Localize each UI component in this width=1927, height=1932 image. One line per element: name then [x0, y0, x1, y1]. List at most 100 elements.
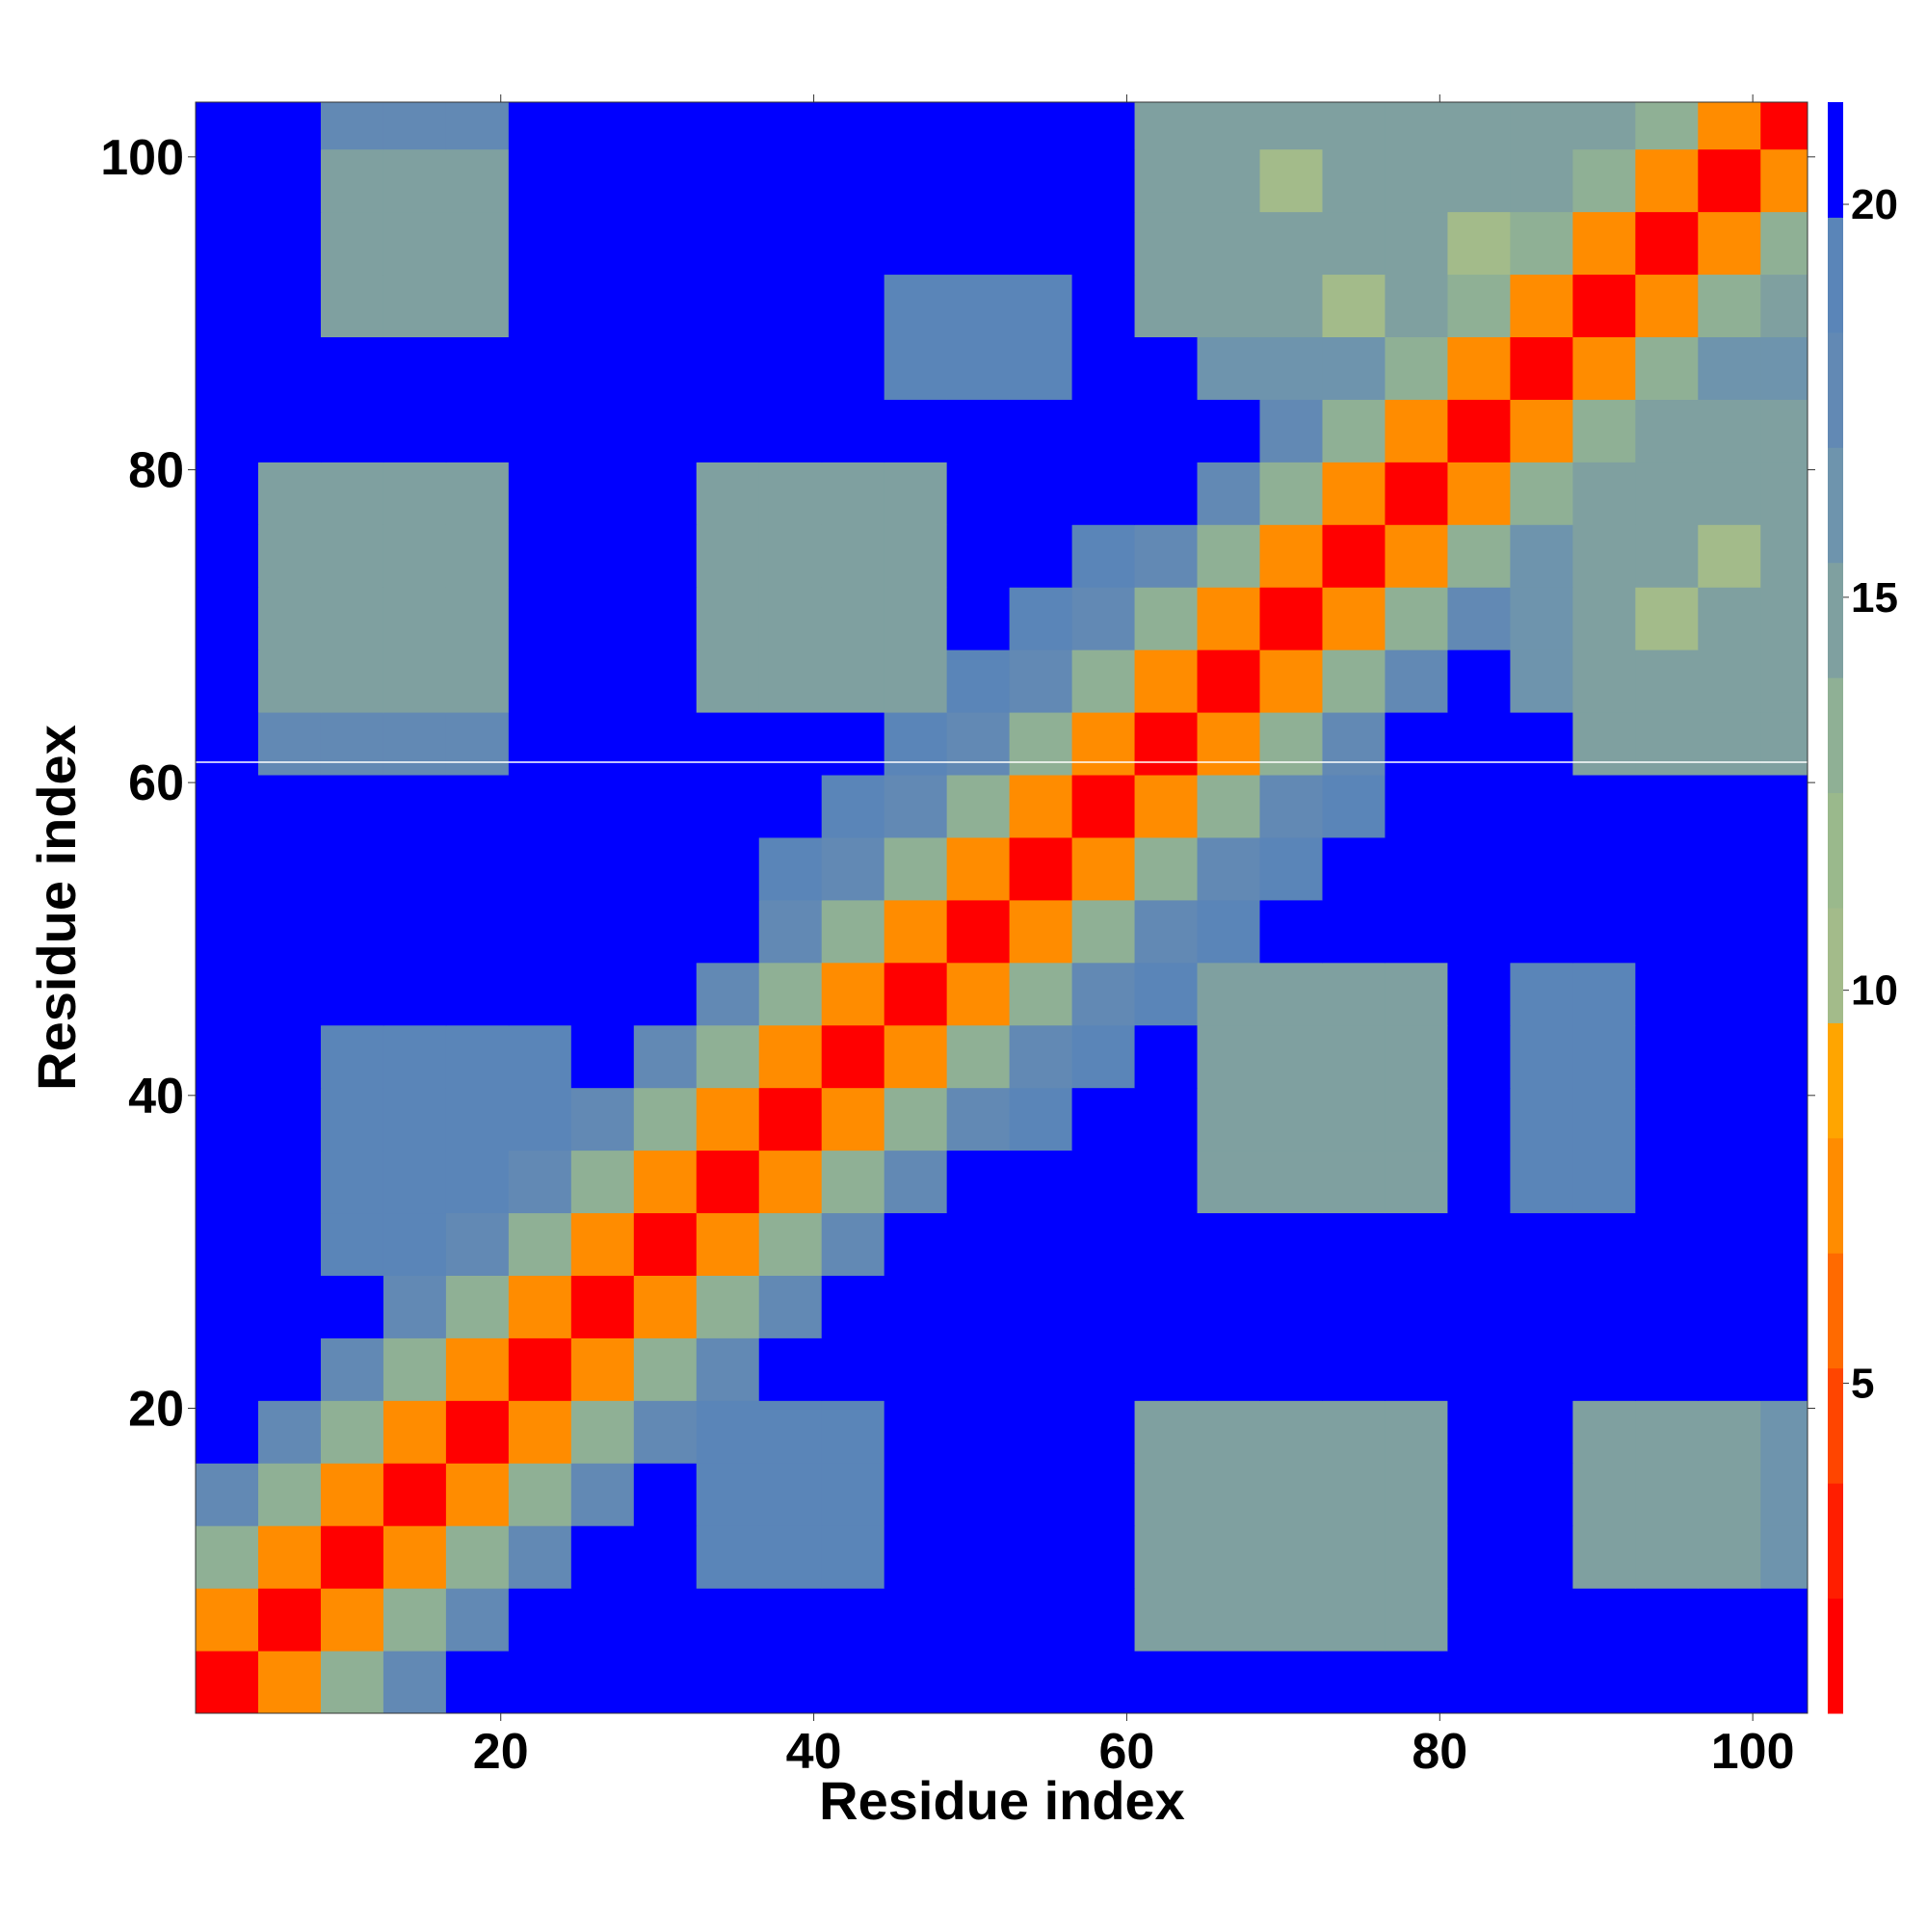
heatmap-cell: [1197, 1212, 1261, 1276]
heatmap-cell: [445, 274, 510, 337]
colorbar-step: [1828, 447, 1843, 564]
heatmap-cell: [1510, 1463, 1573, 1526]
heatmap-cell: [508, 1087, 572, 1151]
heatmap-cell: [821, 1212, 885, 1276]
heatmap-cell: [1134, 836, 1199, 901]
heatmap-cell: [1635, 775, 1699, 838]
heatmap-cell: [1322, 962, 1386, 1026]
heatmap-cell: [1009, 102, 1073, 150]
heatmap-cell: [196, 102, 259, 150]
heatmap-cell: [1009, 1275, 1073, 1338]
heatmap-cell: [1197, 399, 1261, 463]
heatmap-cell: [570, 1024, 635, 1089]
heatmap-cell: [383, 1337, 447, 1401]
heatmap-cell: [1009, 336, 1073, 400]
heatmap-cell: [1698, 775, 1761, 838]
heatmap-cell: [1385, 899, 1448, 964]
heatmap-cell: [1385, 587, 1448, 650]
heatmap-cell: [884, 274, 948, 337]
heatmap-cell: [570, 1463, 635, 1526]
heatmap-cell: [696, 962, 760, 1026]
heatmap-cell: [1572, 649, 1636, 713]
heatmap-cell: [1760, 399, 1808, 463]
heatmap-cell: [320, 712, 384, 776]
heatmap-cell: [570, 336, 635, 400]
heatmap-cell: [1134, 1275, 1199, 1338]
heatmap-cell: [257, 587, 322, 650]
heatmap-cell: [1698, 1588, 1761, 1652]
heatmap-cell: [821, 274, 885, 337]
heatmap-cell: [1572, 899, 1636, 964]
heatmap-cell: [570, 399, 635, 463]
heatmap-cell: [445, 1212, 510, 1276]
heatmap-cell: [1572, 524, 1636, 588]
heatmap-cell: [1385, 1337, 1448, 1401]
heatmap-cell: [696, 336, 760, 400]
heatmap-cell: [1197, 211, 1261, 276]
heatmap-cell: [884, 899, 948, 964]
heatmap-cell: [1572, 962, 1636, 1026]
heatmap-cell: [633, 1212, 698, 1276]
heatmap-cell: [1009, 1525, 1073, 1589]
heatmap-cell: [445, 962, 510, 1026]
heatmap-cell: [821, 102, 885, 150]
heatmap-cell: [758, 1525, 823, 1589]
heatmap-cell: [320, 336, 384, 400]
heatmap-cell: [320, 836, 384, 901]
heatmap-cell: [445, 1651, 510, 1714]
colorbar-step: [1828, 102, 1843, 218]
heatmap-cell: [1259, 1337, 1323, 1401]
heatmap-cell: [1447, 1400, 1511, 1464]
heatmap-cell: [1071, 587, 1136, 650]
heatmap-cell: [257, 524, 322, 588]
heatmap-cell: [884, 1588, 948, 1652]
heatmap-cell: [1510, 274, 1573, 337]
heatmap-cell: [257, 775, 322, 838]
heatmap-cell: [884, 1337, 948, 1401]
heatmap-cell: [196, 836, 259, 901]
heatmap-cell: [696, 1024, 760, 1089]
heatmap-cell: [696, 1150, 760, 1214]
heatmap-cell: [1510, 1024, 1573, 1089]
heatmap-cell: [320, 1024, 384, 1089]
heatmap-cell: [946, 1337, 1011, 1401]
colorbar-tick-label: 20: [1851, 181, 1898, 228]
heatmap-cell: [696, 899, 760, 964]
heatmap-cell: [1698, 836, 1761, 901]
heatmap-cell: [1635, 1337, 1699, 1401]
heatmap-cell: [1447, 336, 1511, 400]
heatmap-cell: [1322, 1525, 1386, 1589]
heatmap-cell: [758, 399, 823, 463]
heatmap-cell: [1447, 1150, 1511, 1214]
heatmap-cell: [1447, 1087, 1511, 1151]
heatmap-cell: [1322, 1212, 1386, 1276]
heatmap-cell: [1009, 775, 1073, 838]
heatmap-cell: [1698, 1212, 1761, 1276]
heatmap-cell: [445, 1463, 510, 1526]
heatmap-cell: [1197, 712, 1261, 776]
heatmap-cell: [1197, 524, 1261, 588]
plot-frame: [195, 101, 1808, 1714]
heatmap-cell: [821, 336, 885, 400]
heatmap-cell: [1259, 524, 1323, 588]
heatmap-cell: [633, 211, 698, 276]
heatmap-cell: [1447, 899, 1511, 964]
heatmap-cell: [1385, 148, 1448, 213]
heatmap-cell: [508, 336, 572, 400]
heatmap-cell: [633, 649, 698, 713]
heatmap-cell: [257, 148, 322, 213]
heatmap-cell: [508, 962, 572, 1026]
heatmap-cell: [570, 1400, 635, 1464]
heatmap-cell: [1259, 649, 1323, 713]
heatmap-cell: [383, 1588, 447, 1652]
heatmap-cell: [383, 336, 447, 400]
heatmap-cell: [196, 899, 259, 964]
heatmap-cell: [570, 712, 635, 776]
heatmap-cell: [1322, 1588, 1386, 1652]
heatmap-cell: [1322, 1400, 1386, 1464]
heatmap-cell: [383, 1463, 447, 1526]
heatmap-cell: [1071, 1400, 1136, 1464]
heatmap-cell: [821, 836, 885, 901]
heatmap-cell: [1698, 274, 1761, 337]
x-tick-label: 40: [786, 1724, 842, 1780]
